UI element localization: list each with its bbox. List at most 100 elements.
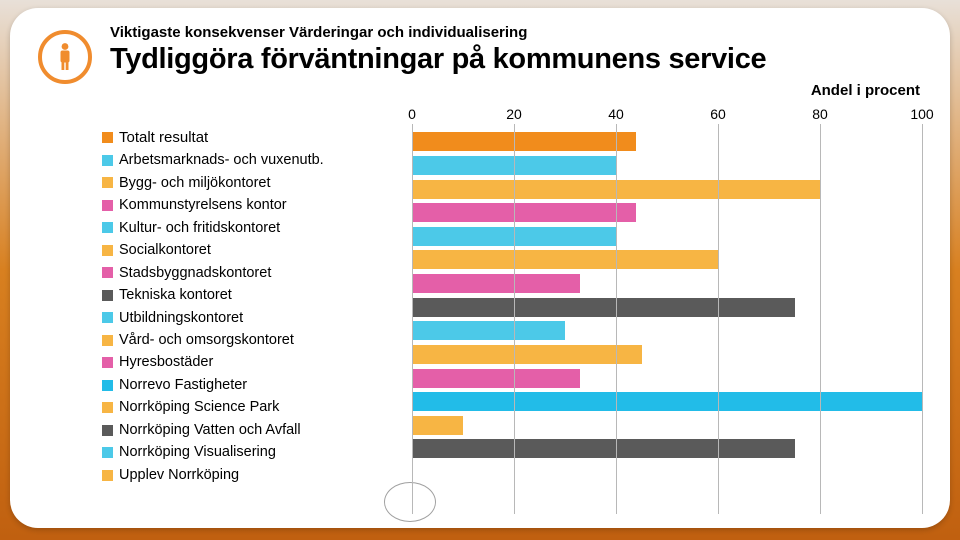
legend-item: Norrevo Fastigheter [102, 374, 412, 396]
legend-label: Totalt resultat [119, 126, 208, 149]
legend-swatch [102, 132, 113, 143]
legend-item: Socialkontoret [102, 239, 412, 261]
gridline [412, 124, 413, 514]
legend-item: Bygg- och miljökontoret [102, 172, 412, 194]
bar-slot [412, 319, 922, 343]
legend-label: Socialkontoret [119, 239, 211, 261]
bar-slot [412, 295, 922, 319]
legend-swatch [102, 267, 113, 278]
bar [412, 369, 580, 388]
legend-swatch [102, 222, 113, 233]
legend-swatch [102, 245, 113, 256]
legend-label: Norrköping Visualisering [119, 441, 276, 463]
person-icon [55, 42, 75, 72]
person-icon-badge [38, 30, 92, 84]
legend-item: Stadsbyggnadskontoret [102, 262, 412, 284]
slide-subtitle: Viktigaste konsekvenser Värderingar och … [110, 24, 922, 41]
legend-swatch [102, 357, 113, 368]
legend-item: Utbildningskontoret [102, 307, 412, 329]
bar [412, 416, 463, 435]
gridline [922, 124, 923, 514]
bar-slot [412, 177, 922, 201]
bar [412, 203, 636, 222]
axis-tick: 0 [408, 106, 416, 122]
legend-label: Upplev Norrköping [119, 464, 239, 486]
bar-slot [412, 201, 922, 225]
legend-label: Norrevo Fastigheter [119, 374, 247, 396]
bar-slot [412, 414, 922, 438]
bar [412, 250, 718, 269]
axis-tick: 80 [812, 106, 828, 122]
legend-item: Arbetsmarknads- och vuxenutb. [102, 149, 412, 171]
legend-swatch [102, 200, 113, 211]
legend-item: Kommunstyrelsens kontor [102, 194, 412, 216]
bar [412, 132, 636, 151]
slide-title: Tydliggöra förväntningar på kommunens se… [110, 43, 922, 76]
bar-slot [412, 484, 922, 508]
legend-label: Vård- och omsorgskontoret [119, 329, 294, 351]
legend-swatch [102, 470, 113, 481]
legend-item: Norrköping Vatten och Avfall [102, 419, 412, 441]
legend-label: Tekniska kontoret [119, 284, 232, 306]
bar-slot [412, 154, 922, 178]
header-block: Viktigaste konsekvenser Värderingar och … [110, 22, 922, 76]
chart-bars [412, 130, 922, 508]
legend-swatch [102, 447, 113, 458]
legend-item: Vård- och omsorgskontoret [102, 329, 412, 351]
legend-label: Arbetsmarknads- och vuxenutb. [119, 149, 324, 171]
bar [412, 392, 922, 411]
legend-swatch [102, 380, 113, 391]
gridline [616, 124, 617, 514]
bar [412, 439, 795, 458]
legend-label: Stadsbyggnadskontoret [119, 262, 271, 284]
axis-tick: 20 [506, 106, 522, 122]
legend-item: Totalt resultat [102, 126, 412, 149]
legend-label: Kommunstyrelsens kontor [119, 194, 287, 216]
legend-item: Kultur- och fritidskontoret [102, 217, 412, 239]
gridline [820, 124, 821, 514]
legend-item: Upplev Norrköping [102, 464, 412, 486]
axis-tick: 100 [910, 106, 933, 122]
legend-item: Norrköping Visualisering [102, 441, 412, 463]
bar-slot [412, 225, 922, 249]
legend-swatch [102, 335, 113, 346]
legend-label: Hyresbostäder [119, 351, 213, 373]
legend-swatch [102, 425, 113, 436]
chart-content: Totalt resultatArbetsmarknads- och vuxen… [102, 104, 922, 514]
axis-tick: 60 [710, 106, 726, 122]
bar-slot [412, 248, 922, 272]
chart-legend: Totalt resultatArbetsmarknads- och vuxen… [102, 104, 412, 514]
legend-label: Utbildningskontoret [119, 307, 243, 329]
legend-label: Bygg- och miljökontoret [119, 172, 271, 194]
bar [412, 298, 795, 317]
gridline [718, 124, 719, 514]
bar-slot [412, 272, 922, 296]
legend-swatch [102, 155, 113, 166]
bar-slot [412, 461, 922, 485]
legend-swatch [102, 312, 113, 323]
legend-swatch [102, 177, 113, 188]
legend-item: Norrköping Science Park [102, 396, 412, 418]
bar [412, 321, 565, 340]
bar-slot [412, 437, 922, 461]
bar-slot [412, 366, 922, 390]
legend-swatch [102, 402, 113, 413]
legend-label: Kultur- och fritidskontoret [119, 217, 280, 239]
axis-tick: 40 [608, 106, 624, 122]
highlight-oval [384, 482, 436, 522]
legend-item: Hyresbostäder [102, 351, 412, 373]
legend-item: Tekniska kontoret [102, 284, 412, 306]
chart-plot: 020406080100 [412, 124, 922, 514]
legend-label: Norrköping Science Park [119, 396, 279, 418]
bar [412, 345, 642, 364]
bar-slot [412, 343, 922, 367]
slide-card: Viktigaste konsekvenser Värderingar och … [10, 8, 950, 528]
unit-label: Andel i procent [811, 82, 920, 99]
bar-slot [412, 390, 922, 414]
bar-slot [412, 130, 922, 154]
bar [412, 274, 580, 293]
chart-area: 020406080100 [412, 104, 922, 514]
legend-label: Norrköping Vatten och Avfall [119, 419, 301, 441]
gridline [514, 124, 515, 514]
legend-swatch [102, 290, 113, 301]
